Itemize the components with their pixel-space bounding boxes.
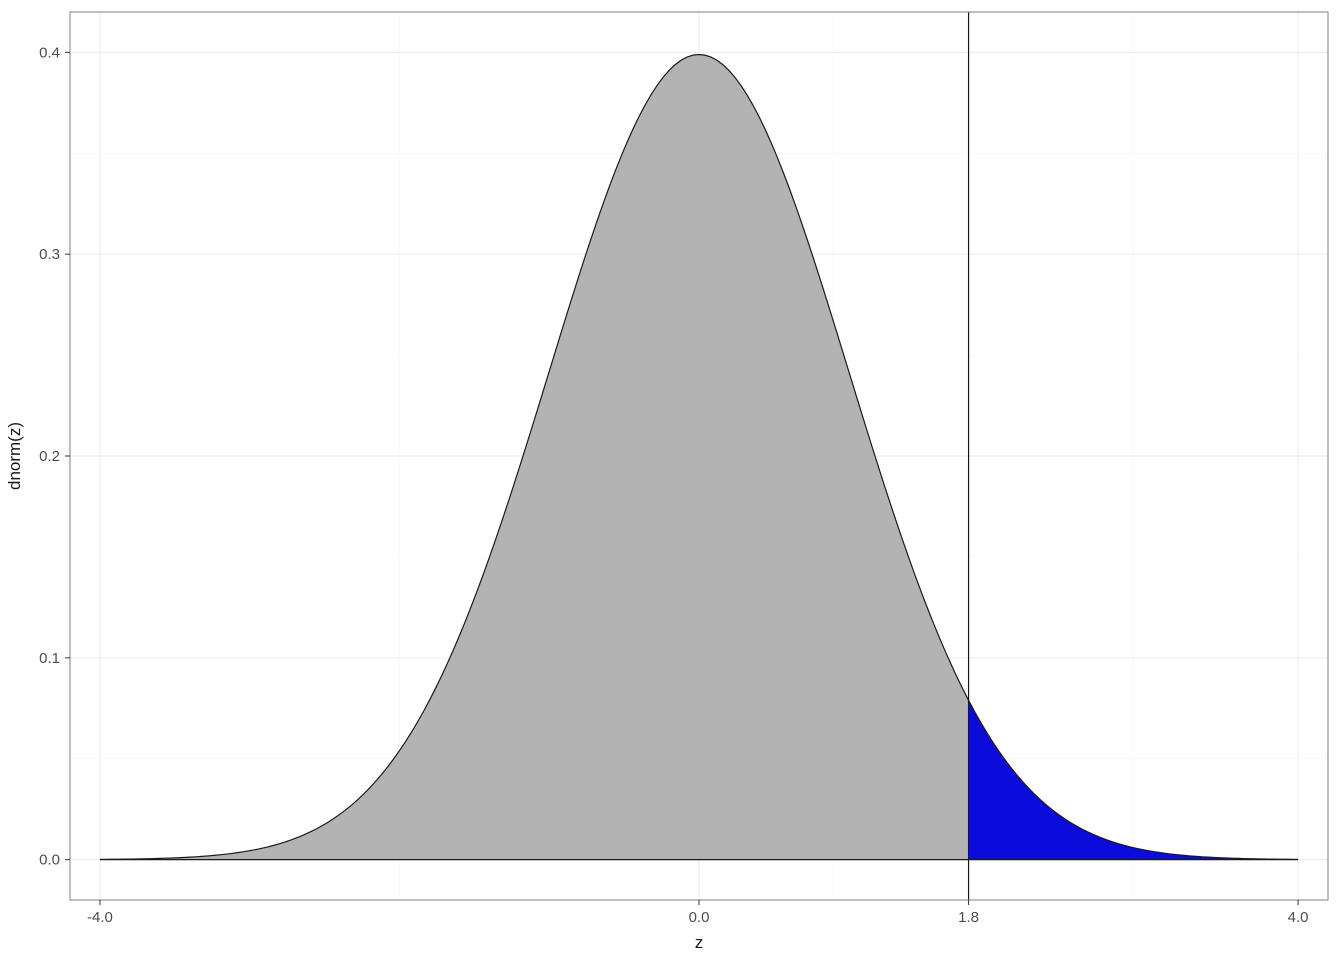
x-tick-label: -4.0 xyxy=(87,909,113,926)
y-tick-label: 0.3 xyxy=(39,246,60,263)
x-axis-label: z xyxy=(695,933,704,952)
density-chart: -4.0 0.0 1.8 4.0 0.0 0.1 0.2 0.3 0.4 z dnorm(z) xyxy=(0,0,1344,960)
chart-container: -4.0 0.0 1.8 4.0 0.0 0.1 0.2 0.3 0.4 z dnorm(z) xyxy=(0,0,1344,960)
y-axis-label: dnorm(z) xyxy=(5,422,24,490)
y-tick-label: 0.1 xyxy=(39,650,60,667)
x-tick-label: 4.0 xyxy=(1288,909,1309,926)
x-tick-label: 1.8 xyxy=(958,909,979,926)
y-tick-label: 0.2 xyxy=(39,448,60,465)
y-tick-label: 0.4 xyxy=(39,44,60,61)
y-tick-label: 0.0 xyxy=(39,852,60,869)
x-tick-label: 0.0 xyxy=(689,909,710,926)
